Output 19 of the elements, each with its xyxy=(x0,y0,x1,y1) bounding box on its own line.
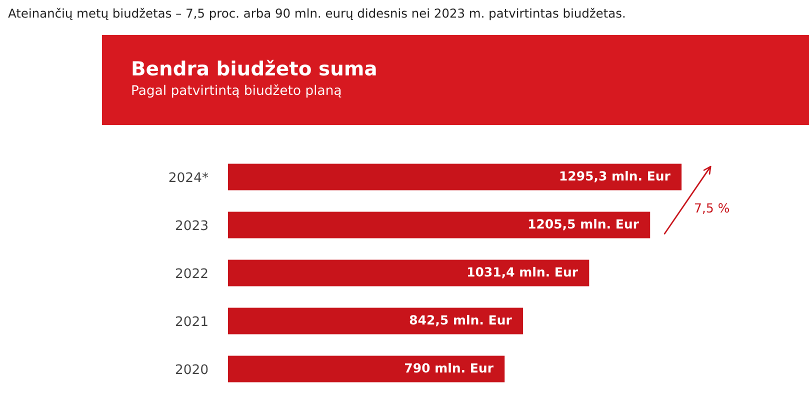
y-tick-label: 2021 xyxy=(176,316,208,326)
bar xyxy=(228,212,650,238)
y-tick-label: 2024* xyxy=(169,172,208,182)
chart-title: Bendra biudžeto suma xyxy=(132,60,376,76)
data-label: 1031,4 mln. Eur xyxy=(468,266,578,278)
data-label: 1295,3 mln. Eur xyxy=(560,170,670,182)
chart-subtitle: Pagal patvirtintą biudžeto planą xyxy=(132,84,342,98)
data-label: 790 mln. Eur xyxy=(404,362,494,373)
bar xyxy=(228,260,590,286)
bar xyxy=(228,308,524,334)
bar xyxy=(228,164,682,190)
y-tick-label: 2020 xyxy=(176,364,208,374)
y-tick-label: 2023 xyxy=(176,220,208,230)
data-label: 1205,5 mln. Eur xyxy=(528,218,639,230)
y-tick-label: 2022 xyxy=(176,268,208,278)
text: 7,5 % xyxy=(695,203,730,214)
bar xyxy=(228,356,505,382)
data-label: 842,5 mln. Eur xyxy=(410,314,512,326)
text: Ateinančių metų biudžetas – 7,5 proc. arba 90 mln. eurų didesnis nei 2023 m. patvirtintas biudžetas. xyxy=(8,8,625,20)
